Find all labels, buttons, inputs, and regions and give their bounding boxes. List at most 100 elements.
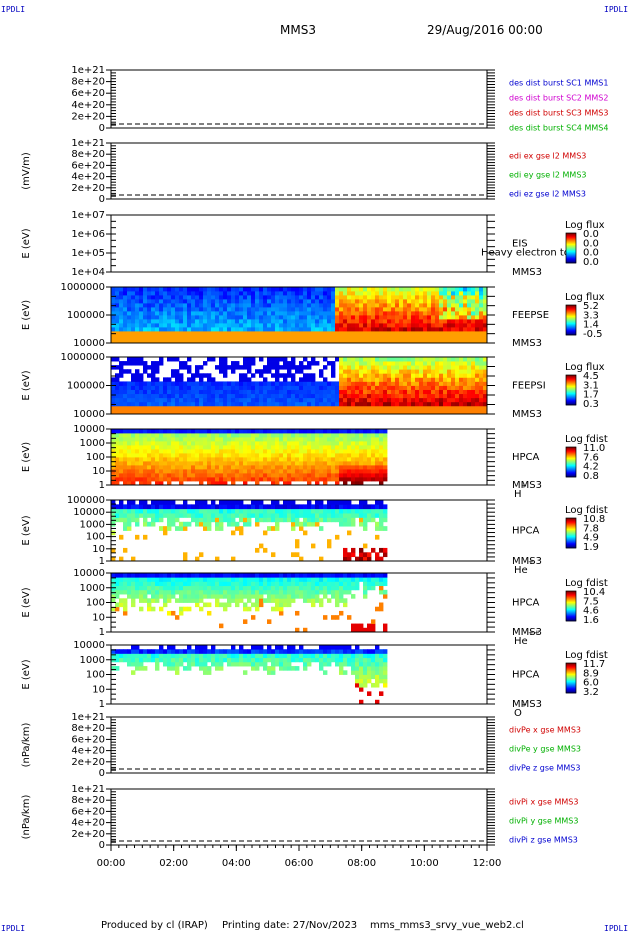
spectrogram-cell — [363, 433, 368, 438]
spectrogram-cell — [239, 405, 244, 411]
spectrogram-cell — [343, 327, 348, 332]
spectrogram-cell — [119, 573, 124, 578]
spectrogram-cell — [307, 513, 312, 518]
spectrogram-cell — [167, 666, 172, 671]
spectrogram-cell — [183, 556, 188, 562]
spectrogram-cell — [331, 315, 336, 320]
spectrogram-cell — [343, 602, 348, 608]
spectrogram-cell — [235, 457, 240, 462]
spectrogram-cell — [175, 508, 180, 514]
spectrogram-cell — [459, 331, 464, 336]
spectrogram-feepsi — [111, 357, 488, 415]
spectrogram-cell — [267, 517, 272, 523]
spectrogram-cell — [111, 385, 116, 390]
spectrogram-cell — [227, 453, 232, 458]
spectrogram-cell — [319, 385, 324, 390]
spectrogram-cell — [159, 517, 164, 523]
spectrogram-cell — [371, 389, 376, 395]
spectrogram-cell — [271, 552, 276, 558]
spectrogram-cell — [395, 377, 400, 382]
spectrogram-cell — [407, 319, 412, 324]
spectrogram-cell — [243, 573, 248, 578]
spectrogram-cell — [235, 437, 240, 442]
spectrogram-cell — [143, 323, 148, 328]
spectrogram-cell — [175, 405, 180, 411]
spectrogram-cell — [251, 573, 256, 578]
spectrogram-cell — [151, 477, 156, 482]
spectrogram-cell — [119, 389, 124, 395]
spectrogram-cell — [179, 381, 184, 386]
spectrogram-cell — [163, 401, 168, 407]
spectrogram-cell — [315, 508, 320, 514]
spectrogram-cell — [279, 409, 284, 415]
spectrogram-cell — [311, 577, 316, 582]
spectrogram-cell — [435, 369, 440, 374]
spectrogram-cell — [199, 449, 204, 454]
spectrogram-cell — [207, 381, 212, 386]
spectrogram-cell — [355, 299, 360, 304]
spectrogram-cell — [147, 381, 152, 386]
spectrogram-cell — [375, 453, 380, 458]
spectrogram-cell — [211, 429, 216, 434]
spectrogram-cell — [319, 299, 324, 304]
colorbar-segment — [566, 305, 576, 307]
spectrogram-cell — [271, 445, 276, 450]
spectrogram-cell — [455, 369, 460, 374]
spectrogram-cell — [343, 311, 348, 316]
spectrogram-cell — [299, 323, 304, 328]
spectrogram-cell — [271, 449, 276, 454]
spectrogram-cell — [335, 581, 340, 587]
spectrogram-cell — [143, 453, 148, 458]
spectrogram-cell — [167, 357, 172, 362]
spectrogram-cell — [143, 405, 148, 411]
spectrogram-cell — [479, 373, 484, 378]
spectrogram-cell — [135, 504, 140, 510]
spectrogram-cell — [423, 327, 428, 332]
spectrogram-cell — [247, 393, 252, 399]
spectrogram-cell — [403, 315, 408, 320]
spectrogram-cell — [207, 429, 212, 434]
spectrogram-cell — [275, 508, 280, 514]
spectrogram-cell — [363, 457, 368, 462]
spectrogram-cell — [267, 441, 272, 446]
spectrogram-cell — [175, 445, 180, 450]
spectrogram-cell — [267, 365, 272, 370]
spectrogram-cell — [283, 513, 288, 518]
spectrogram-cell — [287, 461, 292, 466]
spectrogram-cell — [419, 295, 424, 300]
spectrogram-cell — [271, 477, 276, 482]
spectrogram-cell — [115, 481, 120, 486]
spectrogram-cell — [171, 429, 176, 434]
spectrogram-cell — [223, 307, 228, 312]
spectrogram-cell — [267, 397, 272, 403]
spectrogram-cell — [295, 385, 300, 390]
spectrogram-cell — [303, 307, 308, 312]
spectrogram-cell — [187, 461, 192, 466]
spectrogram-cell — [287, 469, 292, 474]
spectrogram-cell — [255, 381, 260, 386]
spectrogram-cell — [311, 504, 316, 510]
spectrogram-cell — [167, 339, 172, 344]
spectrogram-cell — [283, 339, 288, 344]
spectrogram-cell — [327, 477, 332, 482]
spectrogram-cell — [315, 521, 320, 527]
spectrogram-cell — [131, 405, 136, 411]
colorbar-segment — [566, 527, 576, 529]
spectrogram-cell — [383, 397, 388, 403]
spectrogram-cell — [219, 602, 224, 608]
spectrogram-cell — [455, 393, 460, 399]
spectrogram-cell — [151, 295, 156, 300]
spectrogram-cell — [143, 315, 148, 320]
colorbar-segment — [566, 402, 576, 404]
spectrogram-cell — [147, 585, 152, 591]
spectrogram-cell — [475, 357, 480, 362]
spectrogram-cell — [435, 377, 440, 382]
spectrogram-cell — [299, 457, 304, 462]
spectrogram-cell — [435, 397, 440, 403]
spectrogram-cell — [151, 449, 156, 454]
spectrogram-cell — [483, 365, 488, 370]
spectrogram-cell — [439, 369, 444, 374]
spectrogram-cell — [319, 397, 324, 403]
spectrogram-cell — [347, 581, 352, 587]
spectrogram-cell — [363, 500, 368, 505]
